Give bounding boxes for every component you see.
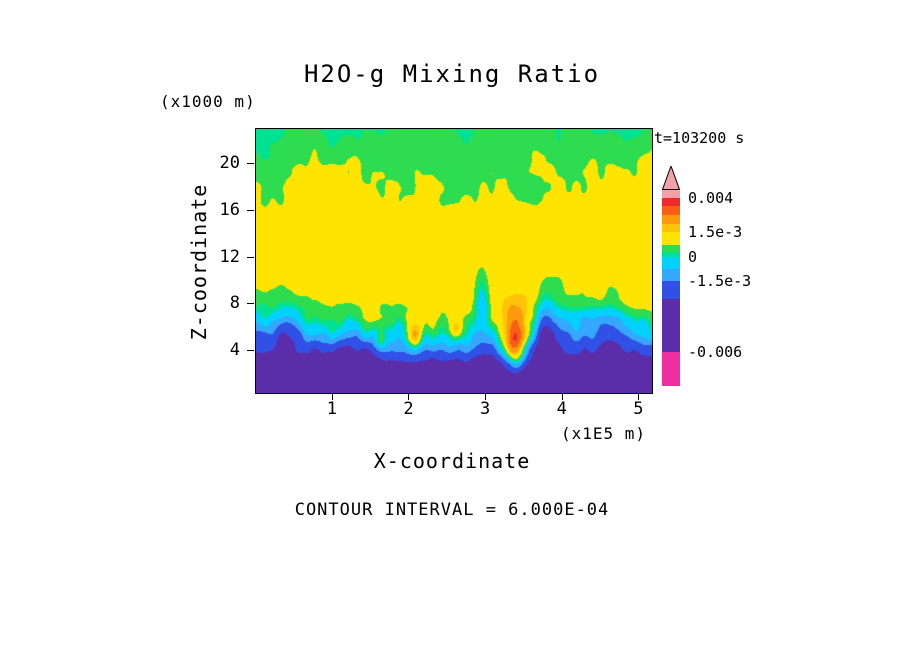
chart-title: H2O-g Mixing Ratio — [303, 60, 601, 88]
colorbar-label: 1.5e-3 — [688, 223, 743, 241]
contour-field-canvas — [256, 129, 652, 393]
time-annotation: t=103200 s — [654, 129, 745, 147]
x-axis-unit: (x1E5 m) — [561, 424, 647, 443]
y-tick-label: 20 — [219, 153, 240, 174]
y-tick-label: 12 — [219, 247, 240, 268]
colorbar-segment — [662, 206, 680, 215]
y-tick-mark — [247, 257, 254, 259]
x-tick-mark — [638, 394, 640, 400]
colorbar-segment — [662, 245, 680, 252]
x-tick-mark — [331, 394, 333, 400]
colorbar-segment — [662, 269, 680, 281]
colorbar-segment — [662, 352, 680, 386]
x-tick-label: 4 — [556, 399, 567, 419]
x-tick-mark — [485, 394, 487, 400]
y-tick-label: 4 — [229, 340, 240, 361]
colorbar-segment — [662, 232, 680, 245]
colorbar-label: 0.004 — [688, 189, 734, 207]
x-axis-title: X-coordinate — [373, 449, 531, 473]
colorbar-segment — [662, 190, 680, 198]
colorbar-label: -1.5e-3 — [688, 272, 752, 290]
x-tick-mark — [561, 394, 563, 400]
colorbar: 0.004 1.5e-3 0 -1.5e-3 -0.006 — [662, 166, 792, 406]
x-tick-label: 5 — [633, 399, 644, 419]
y-tick-label: 16 — [219, 200, 240, 221]
colorbar-segment — [662, 299, 680, 352]
y-axis-unit: (x1000 m) — [160, 92, 256, 111]
colorbar-segments — [662, 190, 792, 386]
contour-interval-note: CONTOUR INTERVAL = 6.000E-04 — [294, 500, 610, 520]
x-tick-label: 3 — [479, 399, 491, 419]
y-tick-mark — [247, 210, 254, 212]
colorbar-segment — [662, 257, 680, 269]
colorbar-arrow-icon — [662, 166, 680, 190]
colorbar-segment — [662, 198, 680, 206]
x-tick-mark — [408, 394, 410, 400]
colorbar-segment — [662, 215, 680, 224]
y-tick-label: 8 — [229, 293, 240, 314]
plot-area — [255, 128, 653, 394]
y-tick-mark — [247, 350, 254, 352]
colorbar-segment — [662, 224, 680, 232]
colorbar-segment — [662, 252, 680, 257]
colorbar-label: -0.006 — [688, 343, 743, 361]
y-tick-mark — [247, 163, 254, 165]
x-tick-label: 2 — [403, 399, 414, 419]
colorbar-label: 0 — [688, 248, 698, 266]
x-tick-label: 1 — [326, 399, 337, 419]
y-tick-mark — [247, 303, 254, 305]
colorbar-segment — [662, 281, 680, 299]
